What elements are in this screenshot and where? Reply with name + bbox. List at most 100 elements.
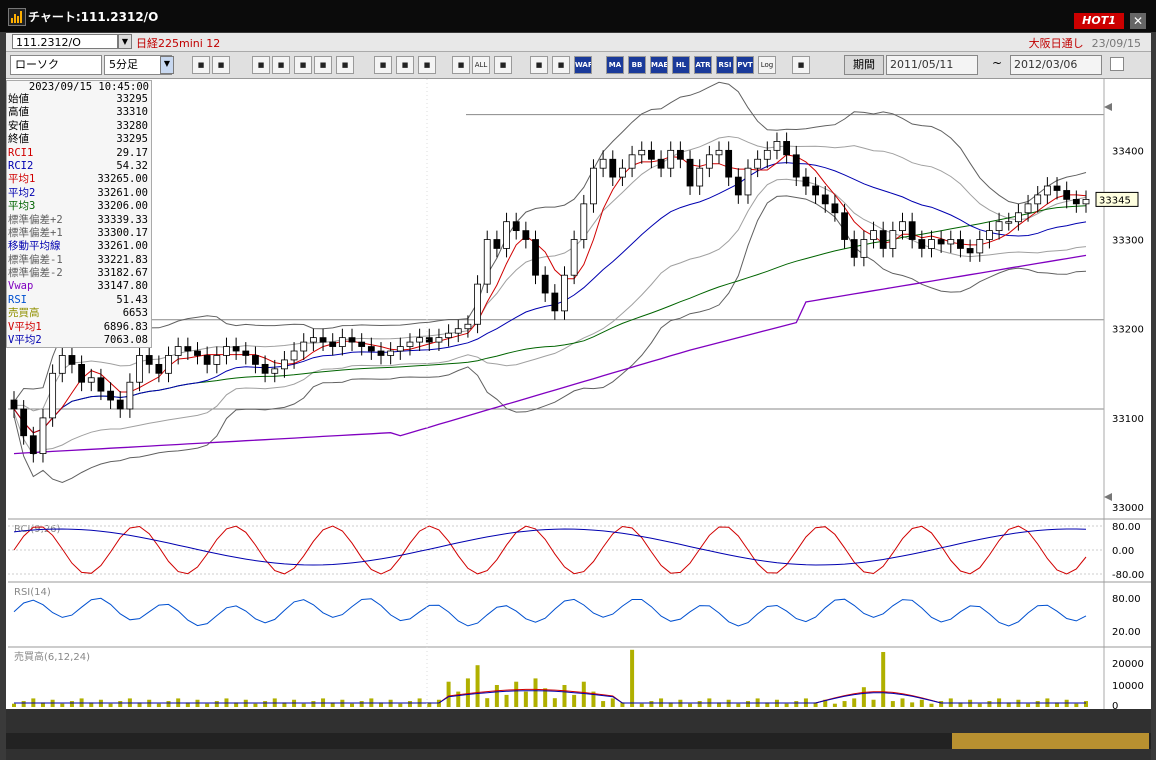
info-row: RCI2 54.32 <box>7 160 151 173</box>
candle-body <box>1043 185 1051 196</box>
exchange-label: 大阪日通し <box>1028 37 1084 50</box>
all-tool-icon[interactable]: ALL <box>472 56 490 74</box>
info-row-value: 33147.80 <box>97 280 148 293</box>
candle-body <box>667 149 675 169</box>
info-row-value: 33206.00 <box>97 200 148 213</box>
info-row: 売買高 6653 <box>7 307 151 320</box>
candle-body <box>1053 185 1061 191</box>
scrollbar-thumb[interactable] <box>952 733 1149 749</box>
draw-magnify-tool-icon[interactable]: ■ <box>272 56 290 74</box>
current-price-label: 33345 <box>1099 195 1131 206</box>
volume-bar <box>89 702 94 707</box>
zoom-tool-icon[interactable]: ■ <box>192 56 210 74</box>
volume-bar <box>205 703 210 707</box>
candle-body <box>107 390 114 401</box>
hot-button[interactable]: HOT1 <box>1074 13 1124 29</box>
wrench-tool-icon[interactable]: ■ <box>530 56 548 74</box>
hl-tool-icon[interactable]: HL <box>672 56 690 74</box>
info-row-value: 33300.17 <box>97 226 148 239</box>
bar-chart-tool-icon[interactable]: ■ <box>418 56 436 74</box>
timeframe-dropdown-button[interactable]: ▼ <box>160 56 174 74</box>
volume-bar <box>465 678 470 707</box>
volume-bar <box>881 652 886 707</box>
candle-body <box>734 176 742 196</box>
horizontal-scrollbar[interactable] <box>6 733 1151 749</box>
candle-body <box>831 203 839 214</box>
close-button[interactable]: ✕ <box>1130 13 1146 29</box>
info-row-value: 33280 <box>116 119 148 132</box>
draw-box-tool-icon[interactable]: ■ <box>294 56 312 74</box>
chart-type-select[interactable]: ローソク <box>10 55 102 75</box>
select-tool-icon[interactable]: ■ <box>374 56 392 74</box>
volume-bar <box>562 685 567 707</box>
pvt-tool-icon[interactable]: PVT <box>736 56 754 74</box>
export-tool-icon[interactable]: ■ <box>792 56 810 74</box>
pen-tool-icon[interactable]: ■ <box>336 56 354 74</box>
info-row-label: 標準偏差-2 <box>8 267 63 280</box>
candle-body <box>58 355 66 374</box>
period-checkbox[interactable] <box>1110 57 1124 71</box>
symbol-dropdown-button[interactable]: ▼ <box>118 34 132 49</box>
volume-bar <box>717 702 722 707</box>
candle-body <box>10 399 18 410</box>
candle-body <box>590 167 597 205</box>
arrow-tool-icon[interactable]: ■ <box>396 56 414 74</box>
info-row: 安値 33280 <box>7 120 151 133</box>
candle-body <box>78 363 86 383</box>
info-row-label: 終値 <box>8 133 29 146</box>
moving-average-1 <box>13 154 1087 434</box>
draw-down-tool-icon[interactable]: ■ <box>252 56 270 74</box>
date-from-field[interactable]: 2011/05/11 <box>886 55 978 75</box>
volume-bar <box>214 701 219 707</box>
bb-tool-icon[interactable]: BB <box>628 56 646 74</box>
mae-tool-icon[interactable]: MAE <box>650 56 668 74</box>
palette-tool-icon[interactable]: ■ <box>552 56 570 74</box>
wap-tool-icon[interactable]: WAP <box>574 56 592 74</box>
period-button[interactable]: 期間 <box>844 55 884 75</box>
info-row-label: 標準偏差-1 <box>8 253 63 266</box>
bar-tick-tool-icon[interactable]: ■ <box>452 56 470 74</box>
info-row-value: 33261.00 <box>97 186 148 199</box>
symbol-input[interactable]: 111.2312/O <box>12 34 118 49</box>
candle-body <box>705 154 713 169</box>
volume-bar <box>407 701 412 707</box>
volume-bar <box>958 702 963 707</box>
candle-body <box>648 149 655 160</box>
candle-body <box>561 274 568 312</box>
candle-body <box>29 435 37 454</box>
candle-body <box>223 346 230 356</box>
cursor-tool-icon[interactable]: ■ <box>212 56 230 74</box>
volume-bar <box>504 694 509 707</box>
volume-bar <box>1074 703 1079 707</box>
candle-body <box>165 355 172 374</box>
gear-tool-icon[interactable]: ■ <box>494 56 512 74</box>
timeframe-select[interactable]: 5分足 <box>104 55 172 75</box>
volume-bar <box>900 698 905 707</box>
candle-body <box>1082 198 1090 205</box>
info-row: 始値 33295 <box>7 93 151 106</box>
candle-body <box>870 230 877 240</box>
volume-bar <box>12 703 16 707</box>
candle-body <box>609 158 617 178</box>
candle-body <box>773 141 781 151</box>
candle-body <box>957 239 964 249</box>
info-datetime: 2023/09/15 10:45:00 <box>28 81 149 93</box>
eraser-tool-icon[interactable]: ■ <box>314 56 332 74</box>
chart-area[interactable]: 33400 33300 33200 33100 33000 33345 RCI(9,26) 8… <box>6 79 1151 709</box>
candle-body <box>261 363 269 374</box>
atr-tool-icon[interactable]: ATR <box>694 56 712 74</box>
volume-bar <box>118 701 123 707</box>
info-row-label: RCI2 <box>8 159 34 172</box>
volume-bar <box>234 702 239 707</box>
volume-bar <box>282 702 287 707</box>
rsi-tool-icon[interactable]: RSI <box>716 56 734 74</box>
candle-body <box>570 239 578 276</box>
log-tool-icon[interactable]: Log <box>758 56 776 74</box>
candle-body <box>425 337 433 343</box>
volume-bar <box>649 701 654 707</box>
ma-tool-icon[interactable]: MA <box>606 56 624 74</box>
date-to-field[interactable]: 2012/03/06 <box>1010 55 1102 75</box>
candle-body <box>928 239 935 249</box>
bollinger-lower-2 <box>13 195 1087 484</box>
volume-bar <box>987 701 992 707</box>
